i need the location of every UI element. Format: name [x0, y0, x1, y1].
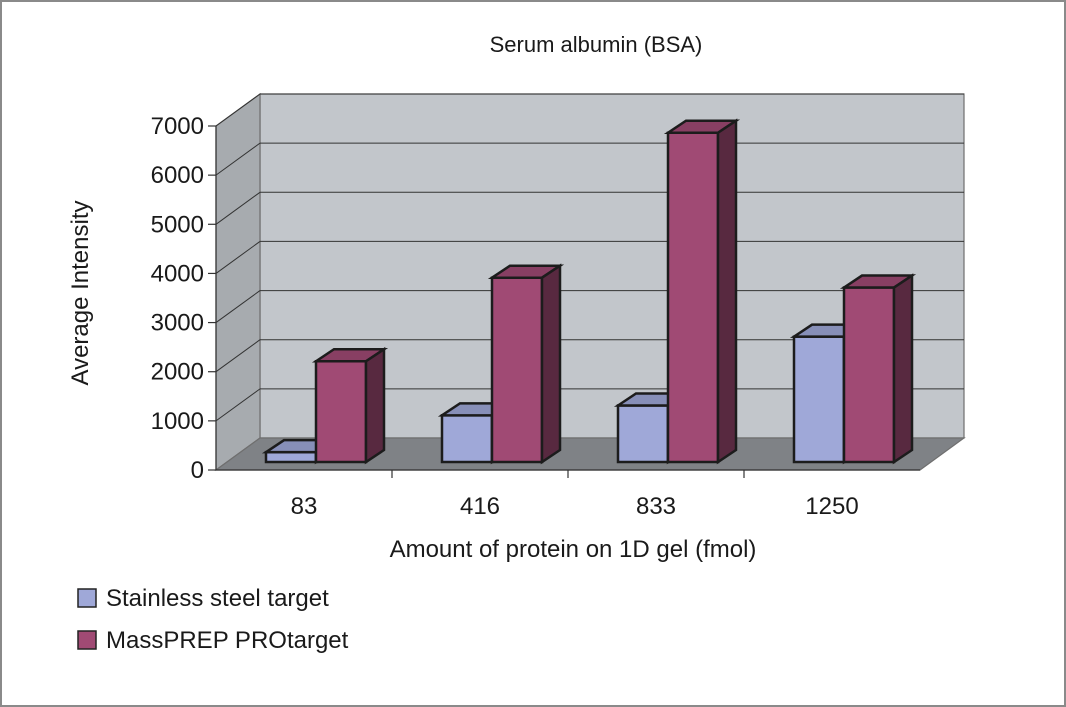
- bar-front-0-0: [264, 450, 318, 464]
- bar-side-1-2: [716, 118, 738, 465]
- bar-side-1-0: [364, 346, 386, 465]
- legend-swatch-massprep: [77, 630, 97, 650]
- y-tick-label: 2000: [151, 359, 204, 386]
- x-tick-label: 1250: [805, 493, 858, 520]
- y-tick-label: 6000: [151, 162, 204, 189]
- y-tick-label: 7000: [151, 113, 204, 140]
- legend-label-stainless: Stainless steel target: [106, 585, 329, 612]
- bar-side-1-1: [540, 263, 562, 465]
- bar-front-1-2: [666, 131, 720, 464]
- bar-side-1-3: [892, 273, 914, 465]
- gridline-side: [215, 290, 261, 323]
- bar-front-0-1: [440, 414, 494, 464]
- bar-front-1-1: [490, 276, 544, 464]
- gridline-side: [215, 191, 261, 225]
- legend-label-massprep: MassPREP PROtarget: [106, 627, 349, 654]
- gridline-side: [215, 339, 261, 373]
- legend-swatch-stainless: [77, 588, 97, 608]
- bar-front-0-2: [616, 404, 670, 464]
- y-tick-label: 4000: [151, 260, 204, 287]
- gridline-side: [215, 142, 261, 176]
- side-wall: [215, 92, 261, 472]
- gridline-side: [215, 388, 261, 422]
- bar-front-1-3: [842, 286, 896, 464]
- gridline-side: [215, 93, 261, 127]
- y-tick-label: 1000: [151, 408, 204, 435]
- x-tick-label: 83: [291, 493, 318, 520]
- x-tick-label: 416: [460, 493, 500, 520]
- y-axis-label: Average Intensity: [67, 200, 94, 385]
- y-tick-label: 3000: [151, 310, 204, 337]
- bar-front-1-0: [314, 360, 368, 464]
- x-axis-label: Amount of protein on 1D gel (fmol): [390, 536, 757, 563]
- y-tick-label: 5000: [151, 211, 204, 238]
- y-tick-label: 0: [191, 457, 204, 484]
- chart-title: Serum albumin (BSA): [490, 32, 703, 57]
- gridline-side: [215, 241, 261, 274]
- x-tick-label: 833: [636, 493, 676, 520]
- bar-front-0-3: [792, 335, 846, 464]
